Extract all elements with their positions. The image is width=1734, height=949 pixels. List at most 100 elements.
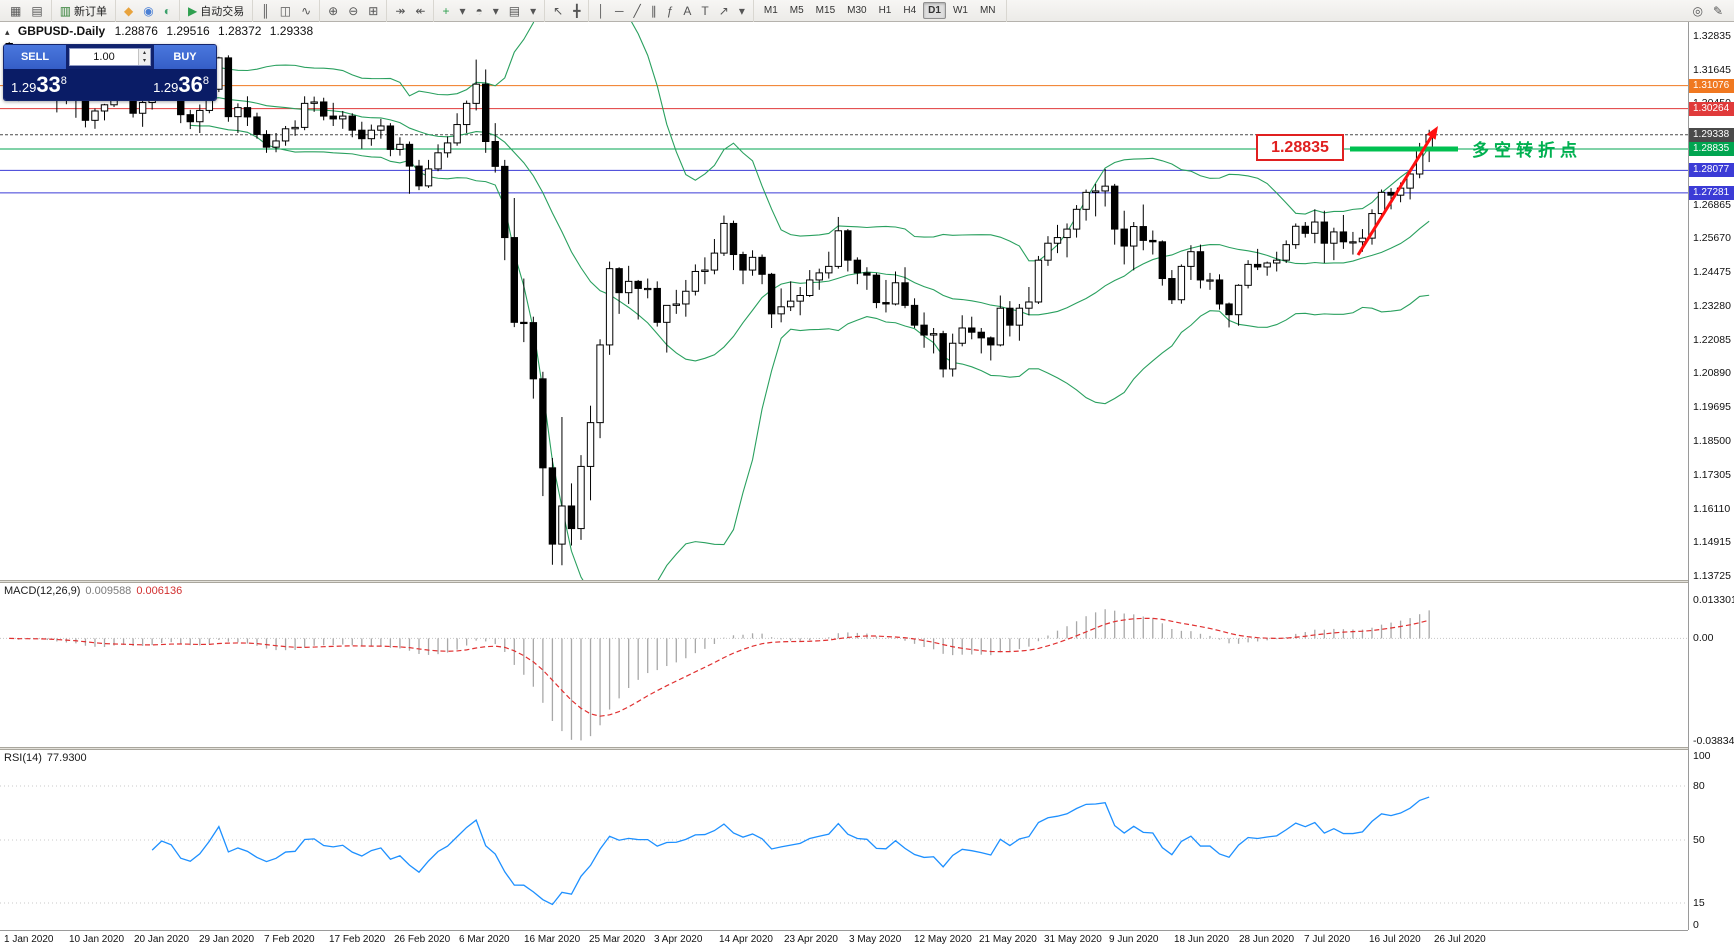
zoom-in-button[interactable]: ⊕ (324, 1, 342, 20)
sell-button[interactable]: SELL (4, 45, 66, 69)
auto-trading-button[interactable]: ▶ 自动交易 (184, 1, 248, 20)
cursor-button[interactable]: ↖ (549, 1, 567, 20)
community-button[interactable]: ◉ (139, 1, 157, 20)
volume-up-icon[interactable]: ▴ (142, 50, 146, 56)
price-chart-pane[interactable]: ▴ GBPUSD-.Daily 1.28876 1.29516 1.28372 … (0, 22, 1688, 580)
bar-chart-icon: ║ (261, 3, 270, 18)
periods-button[interactable]: ◓ (472, 1, 487, 20)
candlestick-chart-button[interactable]: ◫ (276, 1, 295, 20)
arrows-menu-button[interactable]: ▾ (735, 1, 749, 20)
indicators-menu-button[interactable]: ▾ (455, 1, 469, 20)
ohlc-high: 1.29516 (166, 24, 210, 38)
price-axis-label: 1.24475 (1693, 266, 1731, 279)
indicators-button[interactable]: + (438, 1, 453, 20)
time-axis-label: 3 Apr 2020 (654, 934, 703, 945)
crosshair-button[interactable]: ╋ (569, 1, 584, 20)
price-level-flag[interactable]: 1.28835 (1256, 134, 1344, 161)
horizontal-line-button[interactable]: ─ (611, 1, 628, 20)
auto-scroll-icon: ↠ (395, 3, 406, 18)
ohlc-open: 1.28876 (114, 24, 158, 38)
timeframe-button-w1[interactable]: W1 (952, 5, 968, 16)
timeframe-button-h1[interactable]: H1 (878, 5, 892, 16)
fibonacci-button[interactable]: ƒ (663, 1, 678, 20)
macd-signal-value: 0.006136 (136, 585, 183, 597)
tile-windows-icon: ⊞ (368, 3, 379, 18)
macd-signal-line (9, 617, 1430, 717)
profiles-button[interactable]: ▤ (27, 1, 46, 20)
templates-menu-button[interactable]: ▾ (526, 1, 540, 20)
zoom-out-button[interactable]: ⊖ (344, 1, 362, 20)
rsi-pane[interactable]: RSI(14) 77.9300 (0, 750, 1688, 930)
chart-shift-button[interactable]: ↞ (411, 1, 429, 20)
timeframe-button-m15[interactable]: M15 (815, 5, 836, 16)
line-chart-icon: ∿ (301, 3, 312, 18)
new-order-button[interactable]: ▥ 新订单 (56, 1, 111, 20)
trend-arrow-line[interactable] (1356, 130, 1437, 256)
time-axis-label: 6 Mar 2020 (459, 934, 510, 945)
price-axis-label: 1.16110 (1693, 502, 1731, 515)
auto-scroll-button[interactable]: ↠ (391, 1, 409, 20)
templates-button[interactable]: ▤ (505, 1, 524, 20)
price-tag-1.28077: 1.28077 (1689, 163, 1734, 178)
turning-point-note[interactable]: 多空转折点 (1472, 141, 1582, 160)
chart-window-button[interactable]: ▦ (6, 1, 25, 20)
time-axis-label: 7 Jul 2020 (1304, 934, 1351, 945)
trendline-button[interactable]: ╱ (629, 1, 644, 20)
chevron-down-icon: ▾ (492, 3, 499, 18)
market-button[interactable]: ◐ (160, 1, 175, 20)
timeframe-button-m5[interactable]: M5 (789, 5, 804, 16)
edit-button[interactable]: ✎ (1709, 1, 1727, 20)
label-button[interactable]: T (697, 1, 712, 20)
price-axis[interactable]: 1.328351.316451.304501.292551.280601.268… (1688, 22, 1734, 931)
new-order-icon: ▥ (59, 3, 72, 18)
price-axis-label: 1.23280 (1693, 299, 1731, 312)
mql5-button[interactable]: ◆ (120, 1, 137, 20)
timeframe-button-m30[interactable]: M30 (847, 5, 867, 16)
tile-windows-button[interactable]: ⊞ (364, 1, 382, 20)
arrows-button[interactable]: ↗ (715, 1, 733, 20)
panel-collapse-icon[interactable]: ▴ (5, 27, 10, 37)
pencil-icon: ✎ (1712, 3, 1723, 18)
time-axis-label: 14 Apr 2020 (719, 934, 773, 945)
periods-menu-button[interactable]: ▾ (489, 1, 503, 20)
time-axis-label: 18 Jun 2020 (1174, 934, 1230, 945)
macd-label: MACD(12,26,9) 0.009588 0.006136 (4, 585, 183, 597)
text-button[interactable]: A (679, 1, 695, 20)
timeframe-button-m1[interactable]: M1 (763, 5, 778, 16)
macd-canvas[interactable] (0, 583, 1688, 747)
timeframe-button-h4[interactable]: H4 (903, 5, 917, 16)
timeframe-button-mn[interactable]: MN (979, 5, 996, 16)
time-axis-label: 26 Feb 2020 (394, 934, 451, 945)
volume-down-icon[interactable]: ▾ (142, 58, 146, 64)
price-axis-label: 1.22085 (1693, 333, 1731, 346)
pane-separator[interactable] (0, 747, 1734, 750)
candlestick-series[interactable] (5, 42, 1433, 566)
pane-separator[interactable] (0, 580, 1734, 583)
line-chart-button[interactable]: ∿ (297, 1, 315, 20)
price-tag-1.28835: 1.28835 (1689, 141, 1734, 156)
search-button[interactable]: ◎ (1688, 1, 1706, 20)
arrow-icon: ↗ (718, 3, 729, 18)
ohlc-low: 1.28372 (218, 24, 262, 38)
price-axis-label: 1.13725 (1693, 569, 1731, 582)
time-axis-label: 16 Jul 2020 (1369, 934, 1421, 945)
rsi-label: RSI(14) 77.9300 (4, 752, 87, 764)
price-chart-canvas[interactable] (0, 22, 1688, 580)
channel-button[interactable]: ∥ (647, 1, 661, 20)
volume-input[interactable]: 1.00 ▴ ▾ (69, 48, 151, 66)
bar-chart-button[interactable]: ║ (257, 1, 274, 20)
vertical-line-button[interactable]: │ (593, 1, 609, 20)
price-tag-1.31076: 1.31076 (1689, 78, 1734, 93)
bollinger-upper-band (190, 22, 1430, 262)
rsi-canvas[interactable] (0, 750, 1688, 930)
time-axis[interactable]: 1 Jan 2020 10 Jan 2020 20 Jan 2020 29 Jan 2… (0, 930, 1688, 949)
market-icon: ◐ (163, 3, 171, 18)
macd-pane[interactable]: MACD(12,26,9) 0.009588 0.006136 (0, 583, 1688, 747)
timeframe-button-d1[interactable]: D1 (923, 2, 946, 19)
rsi-line (151, 796, 1430, 906)
time-axis-label: 9 Jun 2020 (1109, 934, 1159, 945)
rsi-axis-label: 0 (1693, 919, 1699, 931)
horizontal-line-icon: ─ (614, 3, 624, 18)
macd-axis-label: -0.038343 (1693, 735, 1734, 747)
buy-button[interactable]: BUY (154, 45, 216, 69)
